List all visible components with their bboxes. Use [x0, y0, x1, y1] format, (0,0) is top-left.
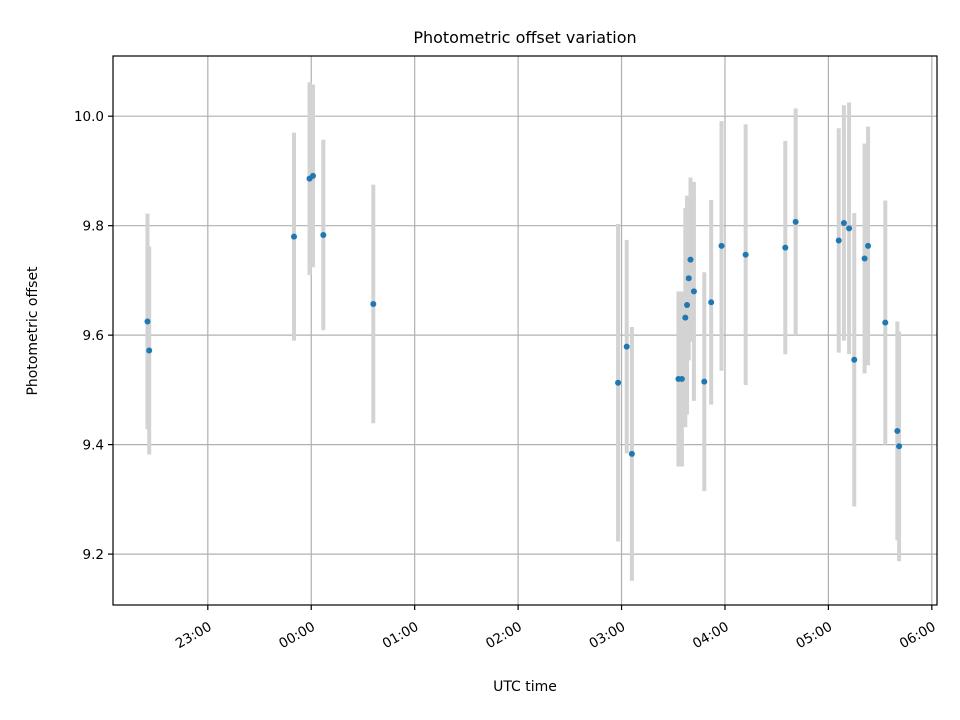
data-point — [718, 242, 725, 249]
data-point — [370, 300, 377, 307]
data-point — [623, 343, 630, 350]
data-point — [320, 231, 327, 238]
data-point — [690, 288, 697, 295]
y-axis-label: Photometric offset — [25, 266, 41, 396]
data-point — [782, 244, 789, 251]
data-point — [846, 225, 853, 232]
data-point — [309, 172, 316, 179]
data-point — [684, 302, 691, 309]
chart-title: Photometric offset variation — [413, 28, 636, 47]
data-point — [882, 319, 889, 326]
data-point — [861, 255, 868, 262]
data-points — [144, 172, 903, 457]
data-point — [896, 443, 903, 450]
y-axis-ticks: 9.2 9.4 9.6 9.8 10.0 — [74, 109, 113, 563]
data-point — [687, 256, 694, 263]
data-point — [894, 427, 901, 434]
grid — [113, 56, 937, 605]
data-point — [628, 450, 635, 457]
data-point — [615, 379, 622, 386]
data-point — [146, 347, 153, 354]
data-point — [682, 314, 689, 321]
data-point — [851, 356, 858, 363]
data-point — [742, 251, 749, 258]
data-point — [708, 299, 715, 306]
y-tick-label: 10.0 — [74, 109, 104, 125]
data-point — [865, 242, 872, 249]
data-point — [291, 233, 298, 240]
data-point — [701, 378, 708, 385]
x-axis-label: UTC time — [493, 679, 557, 695]
y-tick-label: 9.2 — [83, 547, 104, 563]
data-point — [835, 237, 842, 244]
y-tick-label: 9.8 — [83, 219, 104, 235]
data-point — [144, 318, 151, 325]
y-tick-label: 9.4 — [83, 438, 104, 454]
data-point — [678, 375, 685, 382]
y-tick-label: 9.6 — [83, 328, 104, 344]
data-point — [685, 275, 692, 282]
plot-frame — [112, 55, 938, 606]
data-point — [792, 218, 799, 225]
data-point — [840, 219, 847, 226]
